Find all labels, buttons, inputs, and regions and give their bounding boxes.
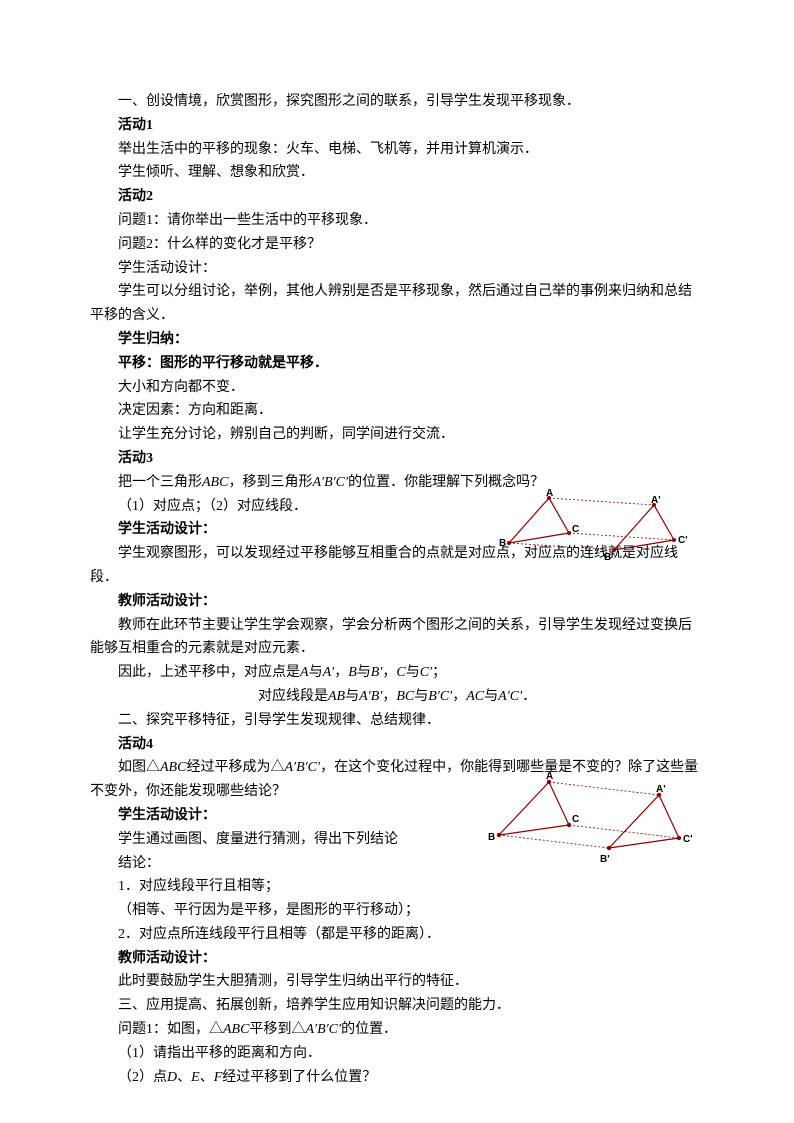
text: ，	[452, 689, 466, 704]
problem-1-q1: （1）请指出平移的距离和方向．	[90, 1042, 704, 1066]
result-2: 2．对应点所连线段平行且相等（都是平移的距离）．	[90, 923, 704, 947]
activity-3-l2: （1）对应点；（2）对应线段．	[90, 495, 704, 519]
text: ，	[334, 665, 348, 680]
math: F	[214, 1070, 223, 1085]
teacher-design-title: 教师活动设计：	[90, 590, 704, 614]
activity-2-q2: 问题2：什么样的变化才是平移？	[90, 233, 704, 257]
result-1: 1．对应线段平行且相等；	[90, 875, 704, 899]
text: 的位置．你能理解下列概念吗？	[348, 475, 544, 490]
text: 、	[177, 1070, 191, 1085]
text: ，	[382, 665, 396, 680]
math: A′C′	[498, 689, 522, 704]
text: （2）点	[118, 1070, 167, 1085]
activity-3-title: 活动3	[90, 447, 704, 471]
text: 把一个三角形	[118, 475, 202, 490]
corr-segments: 对应线段是AB与A′B′，BC与B′C′，AC与A′C′．	[90, 685, 704, 709]
math: D	[167, 1070, 177, 1085]
text: 与	[484, 689, 498, 704]
math: AB	[328, 689, 345, 704]
math: B	[348, 665, 357, 680]
math: B′C′	[428, 689, 452, 704]
activity-2-design: 学生活动设计：	[90, 257, 704, 281]
teacher-design-title-2: 教师活动设计：	[90, 947, 704, 971]
text: 与	[345, 689, 359, 704]
text: ；	[432, 665, 446, 680]
text: 对应线段是	[258, 689, 328, 704]
math: ABC	[202, 475, 228, 490]
summary-l4: 让学生充分讨论，辨别自己的判断，同学间进行交流．	[90, 423, 704, 447]
text: 与	[414, 689, 428, 704]
student-design-title-2: 学生活动设计：	[90, 804, 704, 828]
summary-l3: 决定因素：方向和距离．	[90, 399, 704, 423]
math: BC	[396, 689, 414, 704]
text: 与	[406, 665, 420, 680]
teacher-design-l1: 教师在此环节主要让学生学会观察，学会分析两个图形之间的关系，引导学生发现经过变换…	[90, 614, 704, 662]
text: 问题1：如图，△	[118, 1022, 223, 1037]
math: A′B′	[359, 689, 382, 704]
text: 因此，上述平移中，对应点是	[118, 665, 300, 680]
activity-2-title: 活动2	[90, 185, 704, 209]
result-label: 结论：	[90, 852, 704, 876]
math: C′	[420, 665, 432, 680]
student-design-2-l1: 学生通过画图、度量进行猜测，得出下列结论	[90, 828, 704, 852]
text: 与	[357, 665, 371, 680]
activity-4-l1: 如图△ABC经过平移成为△A′B′C′，在这个变化过程中，你能得到哪些量是不变的…	[90, 756, 704, 804]
section-3-intro: 三、应用提高、拓展创新，培养学生应用知识解决问题的能力．	[90, 994, 704, 1018]
summary-l2: 大小和方向都不变．	[90, 376, 704, 400]
text: ．	[522, 689, 536, 704]
student-design-l1: 学生观察图形，可以发现经过平移能够互相重合的点就是对应点，对应点的连线就是对应线…	[90, 542, 704, 590]
math: ABC	[223, 1022, 249, 1037]
student-design-title: 学生活动设计：	[90, 518, 704, 542]
math: A′B′C′	[312, 475, 348, 490]
activity-1-title: 活动1	[90, 114, 704, 138]
activity-1-line-1: 举出生活中的平移的现象：火车、电梯、飞机等，并用计算机演示．	[90, 138, 704, 162]
math: E	[191, 1070, 200, 1085]
math: A′B′C′	[305, 1022, 341, 1037]
math: A′	[323, 665, 335, 680]
section-2-intro: 二、探究平移特征，引导学生发现规律、总结规律．	[90, 709, 704, 733]
math: A′B′C′	[284, 760, 320, 775]
problem-1-intro: 问题1：如图，△ABC平移到△A′B′C′的位置．	[90, 1018, 704, 1042]
text: 与	[309, 665, 323, 680]
text: 经过平移到了什么位置？	[222, 1070, 376, 1085]
text: ，移到三角形	[228, 475, 312, 490]
result-1b: （相等、平行因为是平移，是图形的平行移动）；	[90, 899, 704, 923]
activity-4-title: 活动4	[90, 733, 704, 757]
activity-2-discuss: 学生可以分组讨论，举例，其他人辨别是否是平移现象，然后通过自己举的事例来归纳和总…	[90, 280, 704, 328]
teacher-design-2-l1: 此时要鼓励学生大胆猜测，引导学生归纳出平行的特征．	[90, 970, 704, 994]
corr-points: 因此，上述平移中，对应点是A与A′，B与B′，C与C′；	[90, 661, 704, 685]
document-content: { "p1": "一、创设情境，欣赏图形，探究图形之间的联系，引导学生发现平移现…	[90, 90, 704, 1089]
math: AC	[466, 689, 484, 704]
text: 、	[200, 1070, 214, 1085]
student-summary-title: 学生归纳：	[90, 328, 704, 352]
activity-3-l1: 把一个三角形ABC，移到三角形A′B′C′的位置．你能理解下列概念吗？	[90, 471, 704, 495]
activity-1-line-2: 学生倾听、理解、想象和欣赏．	[90, 161, 704, 185]
math: C	[396, 665, 405, 680]
text: 经过平移成为△	[186, 760, 284, 775]
text: 平移到△	[249, 1022, 305, 1037]
text: 的位置．	[341, 1022, 397, 1037]
translation-def: 平移：图形的平行移动就是平移．	[90, 352, 704, 376]
math: ABC	[160, 760, 186, 775]
math: A	[300, 665, 309, 680]
text: ，	[382, 689, 396, 704]
math: B′	[371, 665, 383, 680]
text: 如图△	[118, 760, 160, 775]
activity-2-q1: 问题1：请你举出一些生活中的平移现象．	[90, 209, 704, 233]
section-1-intro: 一、创设情境，欣赏图形，探究图形之间的联系，引导学生发现平移现象．	[90, 90, 704, 114]
problem-1-q2: （2）点D、E、F经过平移到了什么位置？	[90, 1066, 704, 1090]
